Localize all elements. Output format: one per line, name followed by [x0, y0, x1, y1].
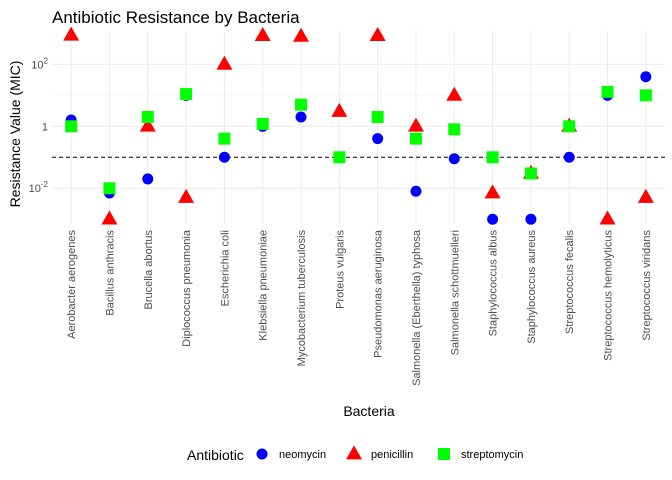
legend: Antibiotic neomycin penicillin streptomyci… [187, 445, 523, 463]
y-tick-exponent: -2 [41, 180, 49, 189]
x-tick-label: Bacillus anthracis [104, 230, 116, 316]
streptomycin-point [639, 89, 652, 102]
x-tick-label: Proteus vulgaris [334, 230, 346, 309]
x-tick-label: Aerobacter aerogenes [66, 230, 78, 339]
legend-title: Antibiotic [187, 447, 244, 463]
streptomycin-point [601, 85, 614, 98]
neomycin-point [410, 185, 422, 197]
streptomycin-point [563, 120, 576, 133]
streptomycin-point [295, 98, 308, 111]
neomycin-point [448, 153, 460, 165]
neomycin-point [640, 71, 652, 83]
penicillin-point [293, 27, 310, 42]
streptomycin-point [180, 88, 193, 101]
neomycin-point [295, 111, 307, 123]
x-tick-label: Streptococcus fecalis [564, 230, 576, 334]
streptomycin-legend-key [438, 448, 450, 460]
penicillin-point [63, 26, 80, 41]
neomycin-legend-label: neomycin [279, 449, 326, 461]
penicillin-point [101, 210, 118, 225]
y-axis-title: Resistance Value (MIC) [7, 61, 23, 208]
x-tick-label: Diplococcus pneumonia [181, 229, 193, 347]
y-tick-base: 10 [31, 59, 43, 71]
streptomycin-point [333, 151, 346, 164]
neomycin-point [487, 213, 499, 225]
streptomycin-point [218, 132, 231, 145]
penicillin-point [139, 117, 156, 132]
y-tick-label: 10-2 [29, 180, 49, 195]
chart-title: Antibiotic Resistance by Bacteria [52, 8, 300, 27]
streptomycin-point [371, 111, 384, 124]
neomycin-point [372, 133, 384, 145]
y-tick-base: 1 [42, 121, 48, 133]
x-tick-label: Escherichia coli [219, 230, 231, 306]
x-tick-label: Brucella abortus [143, 230, 155, 310]
penicillin-point [331, 102, 348, 117]
x-tick-label: Klebsiella pneumoniae [258, 230, 270, 341]
penicillin-point [446, 86, 463, 101]
x-tick-label: Staphylococcus albus [488, 230, 500, 337]
streptomycin-point [486, 151, 499, 164]
streptomycin-point [141, 111, 154, 124]
penicillin-point [637, 188, 654, 203]
x-tick-label: Pseudomonas aeruginosa [373, 229, 385, 358]
x-tick-label: Mycobacterium tuberculosis [296, 230, 308, 367]
x-tick-label: Salmonella (Eberthella) typhosa [411, 229, 423, 386]
streptomycin-point [65, 120, 78, 133]
penicillin-point [484, 184, 501, 199]
x-tick-label: Staphylococcus aureus [526, 230, 538, 344]
streptomycin-point [256, 117, 269, 130]
y-tick-label: 102 [31, 56, 48, 71]
neomycin-point [525, 213, 537, 225]
streptomycin-point [409, 132, 422, 145]
streptomycin-legend-label: streptomycin [461, 449, 523, 461]
streptomycin-point [448, 123, 461, 136]
streptomycin-point [103, 182, 116, 195]
penicillin-point [216, 55, 233, 70]
penicillin-point [407, 117, 424, 132]
neomycin-point [142, 173, 154, 185]
penicillin-point [254, 26, 271, 41]
penicillin-point [369, 26, 386, 41]
penicillin-point [178, 188, 195, 203]
neomycin-point [563, 151, 575, 163]
penicillin-legend-label: penicillin [371, 449, 413, 461]
x-axis-title: Bacteria [343, 403, 395, 419]
y-tick-exponent: 2 [44, 56, 49, 65]
penicillin-point [599, 210, 616, 225]
x-tick-label: Salmonella schottmuelleri [449, 230, 461, 355]
penicillin-legend-key [346, 445, 362, 460]
x-tick-label: Streptococcus viridans [641, 230, 653, 341]
x-tick-label: Streptococcus hemolyticus [603, 230, 615, 361]
y-tick-label: 1 [42, 121, 48, 133]
neomycin-legend-key [256, 448, 268, 460]
y-tick-base: 10 [29, 183, 41, 195]
streptomycin-point [524, 167, 537, 180]
neomycin-point [218, 151, 230, 163]
